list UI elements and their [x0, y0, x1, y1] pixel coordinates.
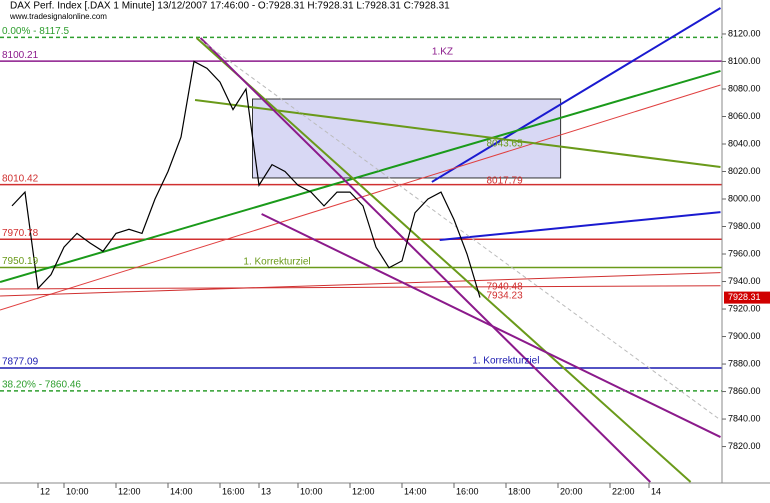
x-tick-label: 12:00: [352, 486, 375, 496]
price-line: [11, 60, 481, 298]
x-tick-label: 16:00: [456, 486, 479, 496]
x-tick-label: 12:00: [118, 486, 141, 496]
level-label: 8100.21: [2, 50, 39, 61]
y-tick-label: 7860.00: [728, 386, 761, 396]
y-tick-label: 8080.00: [728, 83, 761, 93]
y-tick-label: 8120.00: [728, 28, 761, 38]
last-price-tag: [724, 291, 770, 304]
chart-subtitle: www.tradesignalonline.com: [9, 12, 107, 21]
y-tick-label: 7880.00: [728, 358, 761, 368]
annotation: 8043.65: [487, 139, 524, 150]
level-label: 7970.78: [2, 228, 39, 239]
y-tick-label: 7920.00: [728, 303, 761, 313]
annotation: 7934.23: [487, 291, 524, 302]
trend-line: [0, 272, 721, 297]
x-tick-label: 14: [651, 486, 661, 496]
annotation: 1.KZ: [432, 47, 453, 58]
trend-line: [261, 213, 721, 438]
y-tick-label: 7980.00: [728, 221, 761, 231]
trend-line: [0, 84, 721, 311]
y-tick-label: 8060.00: [728, 111, 761, 121]
trend-line: [200, 39, 721, 421]
x-tick-label: 14:00: [404, 486, 427, 496]
trend-line: [195, 37, 692, 483]
x-tick-label: 22:00: [612, 486, 635, 496]
y-tick-label: 7840.00: [728, 413, 761, 423]
zone-box: [252, 98, 562, 179]
y-tick-label: 8000.00: [728, 193, 761, 203]
trend-line: [431, 7, 722, 183]
level-label: 7877.09: [2, 357, 39, 368]
y-tick-label: 7960.00: [728, 248, 761, 258]
level-label: 7950.19: [2, 256, 39, 267]
annotation: 7940.48: [487, 282, 524, 293]
plot-area: [0, 7, 722, 483]
trend-line: [0, 285, 721, 290]
last-price-label: 7928.31: [728, 292, 761, 302]
y-tick-label: 7820.00: [728, 441, 761, 451]
x-tick-label: 16:00: [222, 486, 245, 496]
y-tick-label: 7940.00: [728, 276, 761, 286]
trend-line: [199, 37, 652, 483]
y-tick-label: 8020.00: [728, 166, 761, 176]
trend-line: [439, 211, 721, 241]
x-tick-label: 20:00: [560, 486, 583, 496]
x-tick-label: 14:00: [170, 486, 193, 496]
level-label: 0.00% - 8117.5: [2, 26, 70, 37]
x-tick-label: 10:00: [300, 486, 323, 496]
x-tick-label: 18:00: [508, 486, 531, 496]
x-tick-label: 10:00: [66, 486, 89, 496]
x-tick-label: 12: [40, 486, 50, 496]
level-label: 8010.42: [2, 173, 39, 184]
trend-line: [0, 70, 721, 284]
annotation: 8017.79: [487, 176, 524, 187]
y-tick-label: 8040.00: [728, 138, 761, 148]
level-label: 38.20% - 7860.46: [2, 380, 81, 391]
annotation: 1. Korrekturziel: [243, 257, 310, 268]
annotation: 1. Korrekturziel: [472, 356, 539, 367]
y-tick-label: 7900.00: [728, 331, 761, 341]
trend-line: [194, 98, 721, 168]
y-tick-label: 8100.00: [728, 56, 761, 66]
x-tick-label: 13: [261, 486, 271, 496]
chart-title: DAX Perf. Index [.DAX 1 Minute] 13/12/20…: [10, 1, 450, 12]
